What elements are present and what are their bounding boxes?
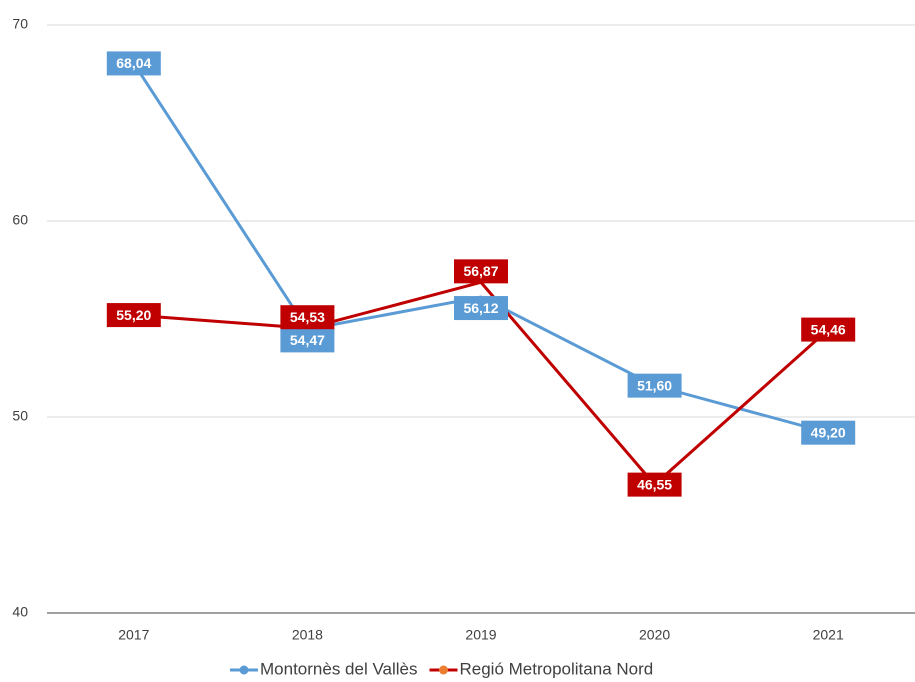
x-tick-label: 2021 [813,627,844,643]
y-tick-label: 40 [12,604,28,620]
value-label: 54,46 [811,321,846,337]
value-label-box [454,259,508,284]
value-label-box [801,317,856,342]
value-label-box [627,472,682,497]
value-label-box [454,296,508,321]
value-label: 55,20 [116,307,151,323]
value-label-box [106,303,161,328]
value-label-box [801,420,856,445]
value-label-box [627,373,682,398]
value-label-box [280,328,335,353]
value-label: 49,20 [811,424,846,440]
legend-label: Regió Metropolitana Nord [460,659,654,678]
value-label: 54,47 [290,332,325,348]
x-tick-label: 2019 [465,627,496,643]
legend-marker [239,665,249,675]
y-tick-label: 70 [12,16,28,32]
legend-marker [439,665,448,675]
value-label: 56,87 [463,263,498,279]
x-tick-label: 2020 [639,627,670,643]
y-tick-label: 50 [12,408,28,424]
value-label-box [106,51,161,76]
value-label: 68,04 [116,55,151,71]
legend-label: Montornès del Vallès [260,659,418,678]
value-label: 54,53 [290,309,325,325]
value-label: 56,12 [463,300,498,316]
series-line [132,62,829,435]
value-label-box [280,305,335,330]
x-tick-label: 2018 [292,627,323,643]
value-label: 51,60 [637,377,672,393]
value-label: 46,55 [637,476,672,492]
y-tick-label: 60 [12,212,28,228]
x-tick-label: 2017 [118,627,149,643]
